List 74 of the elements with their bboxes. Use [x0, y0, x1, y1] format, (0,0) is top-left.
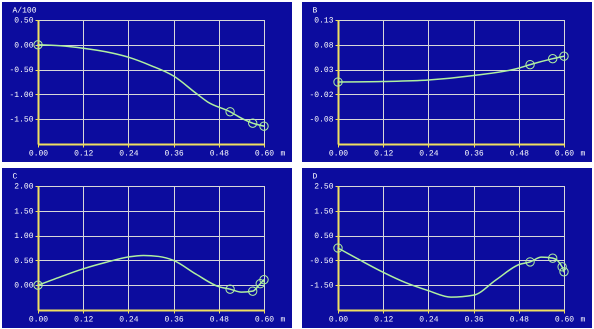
y-tick-label: 2.50	[314, 182, 334, 192]
y-tick-label: -1.50	[309, 282, 334, 291]
y-tick-label: 0.08	[314, 41, 334, 50]
point	[548, 54, 558, 64]
y-tick-label: 2.00	[14, 182, 34, 192]
x-tick-label: 0.12	[74, 150, 94, 158]
point	[525, 257, 535, 267]
point	[256, 279, 265, 288]
x-tick-label: 0.60	[254, 150, 274, 158]
point	[33, 40, 43, 50]
x-tick-label: 0.00	[328, 316, 348, 324]
y-tick-label: 1.00	[14, 232, 34, 242]
line-series	[337, 55, 565, 83]
y-tick-label: -0.02	[309, 90, 334, 100]
y-tick-label: 0.50	[14, 256, 34, 266]
x-tick-label: 0.48	[210, 150, 230, 158]
x-tick-label: 0.24	[119, 150, 139, 158]
point	[548, 253, 558, 263]
point	[259, 121, 269, 131]
y-axis-title: C	[12, 172, 18, 182]
x-tick-label: 0.36	[164, 316, 184, 324]
point	[248, 286, 258, 296]
y-tick-label: 0.13	[314, 16, 334, 26]
x-tick-label: 0.60	[554, 150, 574, 158]
y-axis-title: D	[312, 172, 318, 182]
line-series	[37, 44, 265, 127]
point	[259, 275, 269, 284]
x-tick-label: 0.48	[510, 316, 530, 324]
point	[248, 118, 258, 128]
x-tick-label: 0.48	[210, 316, 230, 324]
x-axis-title: m	[280, 150, 286, 158]
x-tick-label: 0.60	[254, 316, 274, 324]
x-tick-label: 0.48	[510, 150, 530, 158]
y-tick-label: 0.00	[14, 282, 34, 291]
line-series	[37, 254, 265, 293]
y-tick-label: -0.50	[309, 256, 334, 266]
point	[559, 267, 569, 276]
y-tick-label: 0.50	[314, 232, 334, 242]
x-tick-label: 0.60	[554, 316, 574, 324]
x-axis-title: m	[280, 316, 286, 324]
y-tick-label: -1.00	[9, 90, 34, 100]
y-tick-label: -1.50	[9, 116, 34, 125]
y-tick-label: 0.03	[314, 66, 334, 76]
y-axis-title: B	[312, 6, 318, 16]
x-tick-label: 0.24	[419, 150, 439, 158]
x-tick-label: 0.24	[419, 316, 439, 324]
point	[225, 107, 235, 116]
x-tick-label: 0.00	[28, 150, 48, 158]
y-tick-label: 0.00	[14, 41, 34, 50]
x-tick-label: 0.12	[374, 150, 394, 158]
point	[33, 280, 43, 290]
x-axis-title: m	[580, 316, 586, 324]
point	[333, 243, 343, 253]
point	[557, 262, 567, 272]
point	[225, 284, 235, 294]
x-tick-label: 0.12	[374, 316, 394, 324]
y-tick-label: 1.50	[14, 207, 34, 216]
x-tick-label: 0.36	[164, 150, 184, 158]
x-tick-label: 0.00	[328, 150, 348, 158]
y-tick-label: -0.08	[309, 116, 334, 125]
y-tick-label: -0.50	[9, 66, 34, 76]
x-tick-label: 0.12	[74, 316, 94, 324]
x-tick-label: 0.36	[464, 316, 484, 324]
point	[333, 77, 343, 87]
x-tick-label: 0.00	[28, 316, 48, 324]
point	[525, 60, 535, 70]
line-series	[337, 247, 565, 298]
x-tick-label: 0.36	[464, 150, 484, 158]
x-tick-label: 0.24	[119, 316, 139, 324]
point	[559, 52, 569, 61]
y-axis-title: A/100	[12, 6, 37, 16]
y-tick-label: 0.50	[14, 16, 34, 26]
x-axis-title: m	[580, 150, 586, 158]
y-tick-label: 1.50	[314, 207, 334, 216]
